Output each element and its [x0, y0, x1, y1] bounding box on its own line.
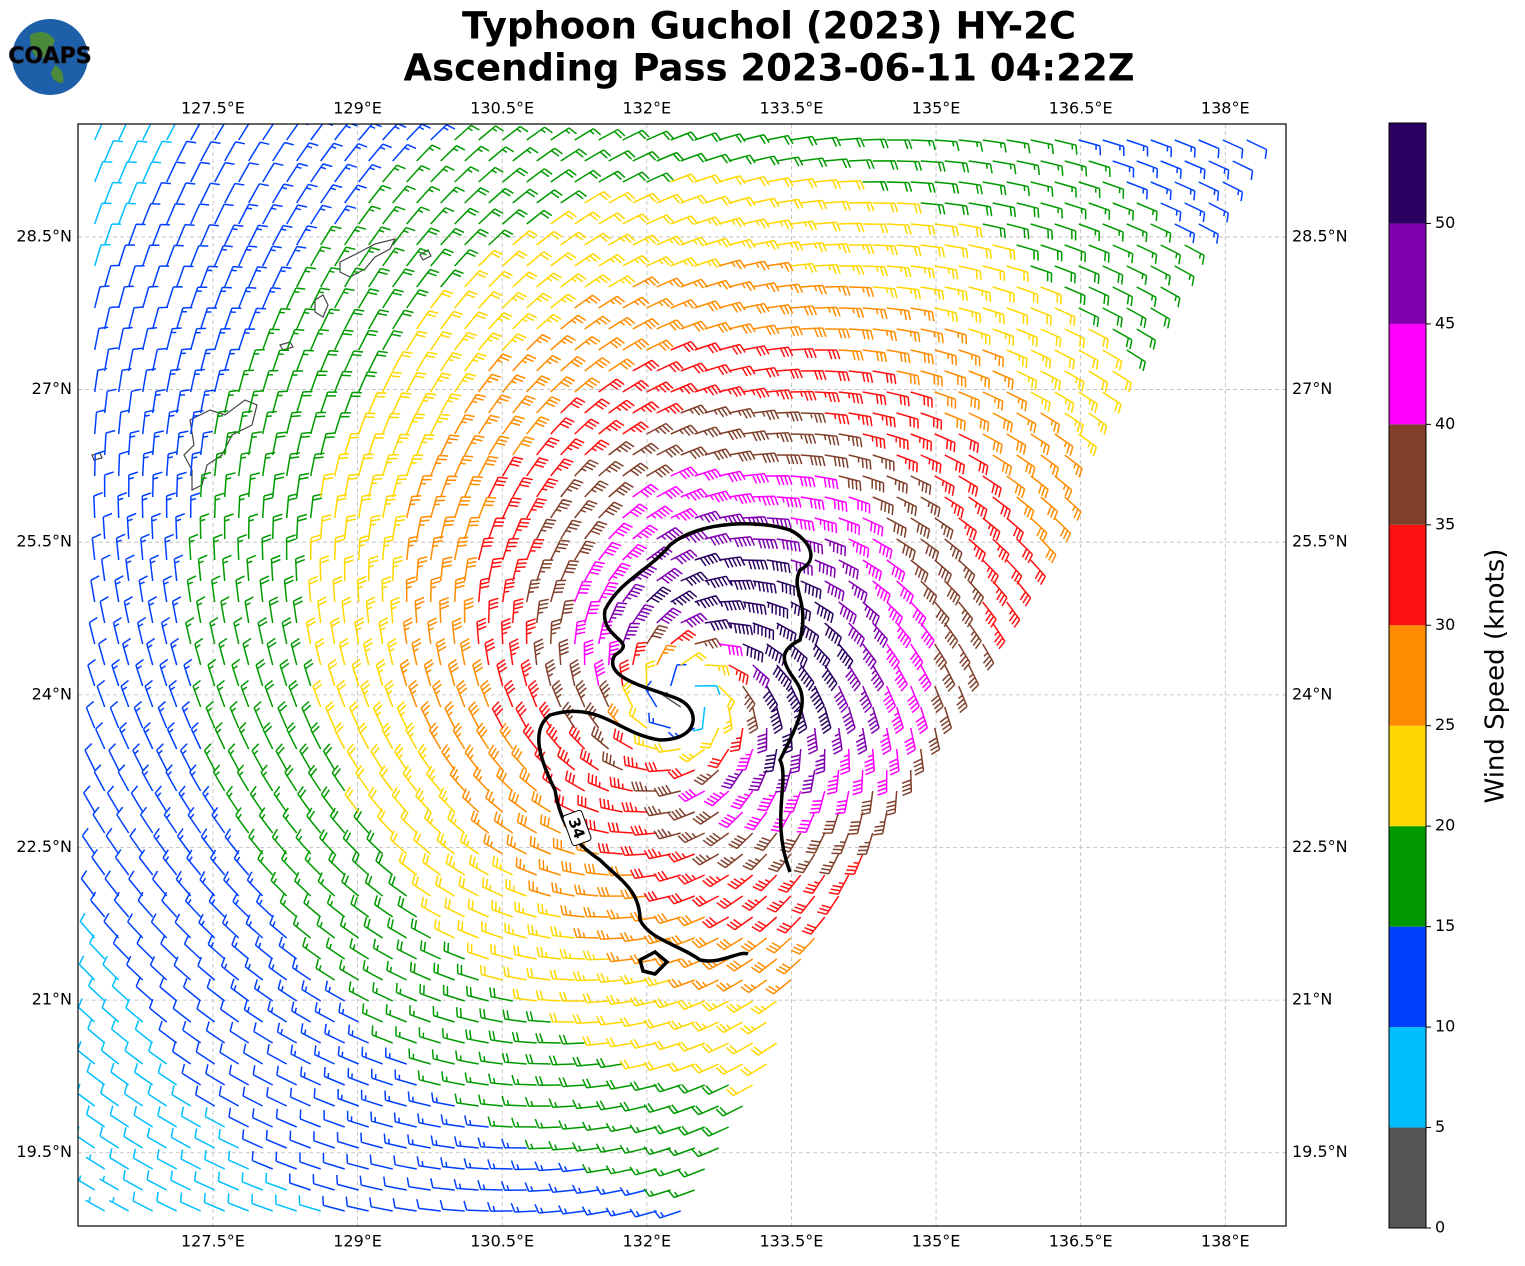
colorbar-segment	[1389, 424, 1426, 525]
y-tick-label: 22.5°N	[1292, 837, 1348, 856]
x-tick-label: 130.5°E	[470, 99, 534, 118]
y-tick-label: 22.5°N	[16, 837, 72, 856]
map-frame	[77, 123, 1287, 1227]
y-tick-label: 21°N	[1292, 990, 1332, 1009]
wind-barb-group	[78, 124, 721, 1212]
x-tick-label: 138°E	[1201, 1232, 1250, 1251]
y-tick-label: 25.5°N	[1292, 532, 1348, 551]
island	[339, 238, 397, 278]
wind-barb-group	[80, 124, 1268, 1219]
colorbar-tick-label: 30	[1435, 615, 1455, 634]
island	[183, 399, 258, 491]
wind-barbs	[78, 124, 1268, 1219]
wind-barb-group	[525, 404, 995, 875]
x-tick-label: 135°E	[912, 1232, 961, 1251]
y-tick-label: 27°N	[32, 379, 72, 398]
y-tick-label: 25.5°N	[16, 532, 72, 551]
colorbar-segment	[1389, 725, 1426, 827]
wind-barb-group	[573, 466, 935, 834]
logo: COAPS	[8, 19, 92, 95]
colorbar-label: Wind Speed (knots)	[1481, 549, 1511, 804]
colorbar-tick-label: 0	[1435, 1218, 1445, 1237]
x-tick-label: 136.5°E	[1049, 1232, 1113, 1251]
wind-contour	[537, 522, 813, 976]
colorbar-segment	[1389, 123, 1426, 224]
y-tick-label: 21°N	[32, 990, 72, 1009]
x-tick-label: 136.5°E	[1049, 99, 1113, 118]
x-tick-label: 133.5°E	[759, 1232, 823, 1251]
colorbar-segment	[1389, 323, 1426, 425]
colorbar-tick-label: 15	[1435, 916, 1455, 935]
colorbar-frame	[1388, 122, 1427, 1229]
colorbar-tick-label: 45	[1435, 313, 1455, 332]
colorbar-tick-label: 40	[1435, 414, 1455, 433]
y-tick-label: 28.5°N	[1292, 226, 1348, 245]
title-line: Typhoon Guchol (2023) HY-2C	[462, 5, 1076, 48]
colorbar: 0 5 10 15 20 25 30 35 40 45 50	[1388, 122, 1455, 1237]
colorbar-segment	[1389, 1027, 1426, 1128]
contour-label-bg	[562, 809, 592, 847]
y-tick-label: 27°N	[1292, 379, 1332, 398]
wind-barb-group	[305, 173, 1132, 1097]
y-tick-label: 24°N	[1292, 684, 1332, 703]
wind-barb-group	[185, 124, 1205, 1199]
x-tick-label: 138°E	[1201, 99, 1250, 118]
coastlines	[91, 238, 432, 491]
colorbar-segment	[1389, 1127, 1426, 1228]
colorbar-segment	[1389, 625, 1426, 726]
colorbar-segment	[1389, 826, 1426, 927]
x-tick-label: 127.5°E	[181, 99, 245, 118]
colorbar-tick-label: 20	[1435, 816, 1455, 835]
wind-barb-group	[399, 259, 1083, 995]
x-tick-label: 132°E	[622, 99, 671, 118]
colorbar-segment	[1389, 524, 1426, 626]
x-tick-label: 132°E	[622, 1232, 671, 1251]
title-line: Ascending Pass 2023-06-11 04:22Z	[403, 47, 1134, 90]
y-tick-label: 24°N	[32, 684, 72, 703]
x-tick-label: 127.5°E	[181, 1232, 245, 1251]
x-tick-label: 129°E	[333, 99, 382, 118]
logo-land	[30, 31, 64, 83]
x-tick-label: 130.5°E	[470, 1232, 534, 1251]
colorbar-tick-label: 50	[1435, 213, 1455, 232]
y-tick-label: 19.5°N	[16, 1142, 72, 1161]
colorbar-tick-label: 10	[1435, 1017, 1455, 1036]
logo-text: COAPS	[8, 44, 91, 69]
y-tick-label: 19.5°N	[1292, 1142, 1348, 1161]
colorbar-tick-label: 35	[1435, 514, 1455, 533]
island	[91, 249, 432, 461]
x-tick-label: 133.5°E	[759, 99, 823, 118]
colorbar-tick-label: 25	[1435, 715, 1455, 734]
wind-barb-group	[476, 340, 1046, 935]
x-tick-label: 129°E	[333, 1232, 382, 1251]
x-tick-label: 135°E	[912, 99, 961, 118]
colorbar-segment	[1389, 223, 1426, 324]
wind-barb-group	[646, 552, 854, 773]
y-tick-label: 28.5°N	[16, 226, 72, 245]
colorbar-segment	[1389, 926, 1426, 1028]
contour-label-box: 34	[562, 809, 592, 847]
colorbar-tick-label: 5	[1435, 1117, 1445, 1136]
